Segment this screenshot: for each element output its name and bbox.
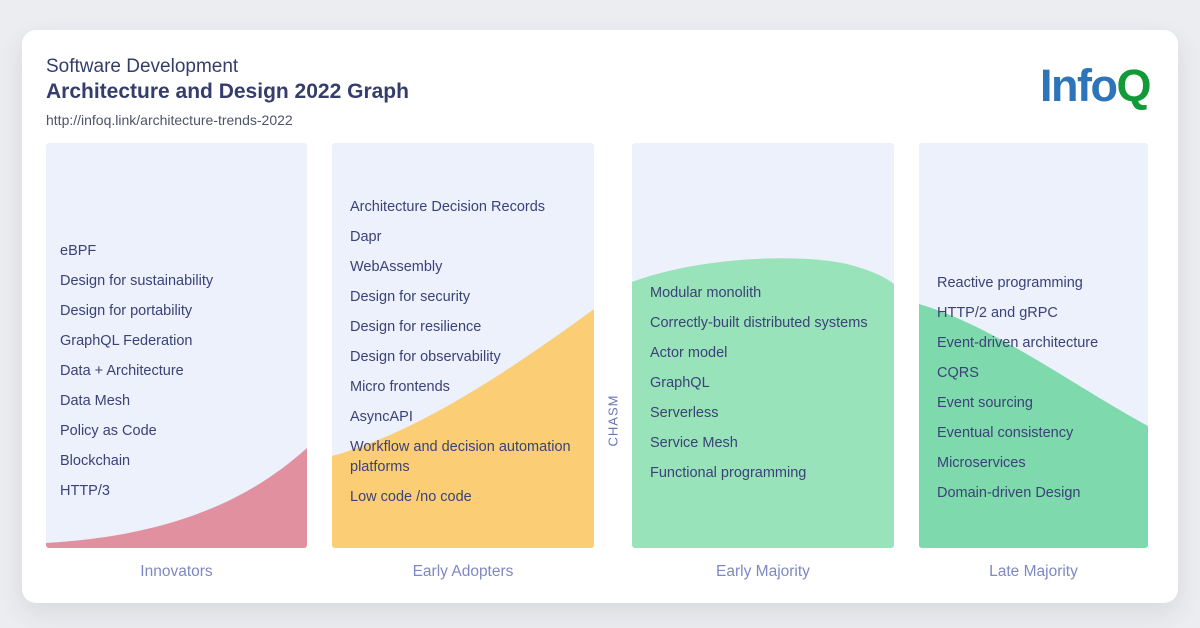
trend-list-early-majority: Modular monolith Correctly-built distribu… <box>632 143 894 483</box>
trend-item: HTTP/2 and gRPC <box>937 305 1058 321</box>
page-title-line2: Architecture and Design 2022 Graph <box>46 80 409 103</box>
trend-list-late-majority: Reactive programming HTTP/2 and gRPC Event… <box>919 143 1148 503</box>
page-title-line1: Software Development <box>46 56 239 77</box>
trend-list-early-adopters: Architecture Decision Records Dapr WebAsse… <box>332 143 594 507</box>
header-titles: Software Development Architecture and De… <box>46 54 409 128</box>
trend-item: Design for sustainability <box>60 273 214 289</box>
infoq-logo: InfoQ <box>1040 60 1151 111</box>
trend-item: Microservices <box>937 455 1026 471</box>
panel-early-adopters: Architecture Decision Records Dapr WebAsse… <box>332 143 594 548</box>
trend-item: Architecture Decision Records <box>350 199 546 215</box>
trend-item: GraphQL Federation <box>60 333 193 349</box>
adoption-curve-early-majority <box>632 258 894 548</box>
trend-item: Data Mesh <box>60 393 131 409</box>
trend-item: Service Mesh <box>650 435 738 451</box>
trend-item: CQRS <box>937 365 979 381</box>
trend-item: Design for security <box>350 289 471 305</box>
trend-item: Policy as Code <box>60 423 157 439</box>
trend-item: Low code /no code <box>350 489 472 505</box>
axis-label-late-majority: Late Majority <box>989 563 1078 580</box>
trend-item: Serverless <box>650 405 719 421</box>
trend-item: Correctly-built distributed systems <box>650 315 868 331</box>
curve-shape-innovators <box>46 448 307 548</box>
trend-item: Dapr <box>350 229 382 245</box>
trend-item: Data + Architecture <box>60 363 184 379</box>
curve-shape-early-majority <box>632 258 894 548</box>
panel-innovators: eBPF Design for sustainability Design for … <box>46 143 307 548</box>
adoption-curve-late-majority <box>919 304 1148 548</box>
trend-item: WebAssembly <box>350 259 443 275</box>
trend-item: Domain-driven Design <box>937 485 1081 501</box>
adoption-curve-innovators <box>46 448 307 548</box>
trend-item: eBPF <box>60 243 97 259</box>
adoption-curve-early-adopters <box>332 309 594 548</box>
trend-item: Eventual consistency <box>937 425 1074 441</box>
axis-label-innovators: Innovators <box>140 563 213 580</box>
panel-late-majority: Reactive programming HTTP/2 and gRPC Event… <box>919 143 1148 548</box>
trend-item: GraphQL <box>650 375 710 391</box>
trend-item: Design for portability <box>60 303 193 319</box>
axis-label-early-majority: Early Majority <box>716 563 810 580</box>
trend-item: Event sourcing <box>937 395 1033 411</box>
infoq-logo-q-text: Q <box>1116 60 1151 111</box>
trend-item: Actor model <box>650 345 728 361</box>
trend-item: Modular monolith <box>650 285 762 301</box>
trend-item: Design for observability <box>350 349 501 365</box>
trend-item: Design for resilience <box>350 319 482 335</box>
trend-item: Reactive programming <box>937 275 1083 291</box>
trend-item: Functional programming <box>650 465 807 481</box>
infographic-card: Software Development Architecture and De… <box>22 30 1178 603</box>
infoq-logo-info-text: Info <box>1040 60 1118 111</box>
axis-label-early-adopters: Early Adopters <box>412 563 514 580</box>
trend-item: AsyncAPI <box>350 409 413 425</box>
panel-early-majority: Modular monolith Correctly-built distribu… <box>632 143 894 548</box>
trend-item: Micro frontends <box>350 379 450 395</box>
trend-item: Blockchain <box>60 453 131 469</box>
trend-list-innovators: eBPF Design for sustainability Design for … <box>46 143 307 501</box>
chasm-label: CHASM <box>605 394 621 446</box>
curve-shape-early-adopters <box>332 309 594 548</box>
trend-item: Event-driven architecture <box>937 335 1099 351</box>
trend-item: Workflow and decision automation platfor… <box>350 439 571 475</box>
trend-item: HTTP/3 <box>60 483 110 499</box>
source-url: http://infoq.link/architecture-trends-20… <box>46 112 293 128</box>
chasm-divider: CHASM <box>594 360 632 480</box>
curve-shape-late-majority <box>919 304 1148 548</box>
